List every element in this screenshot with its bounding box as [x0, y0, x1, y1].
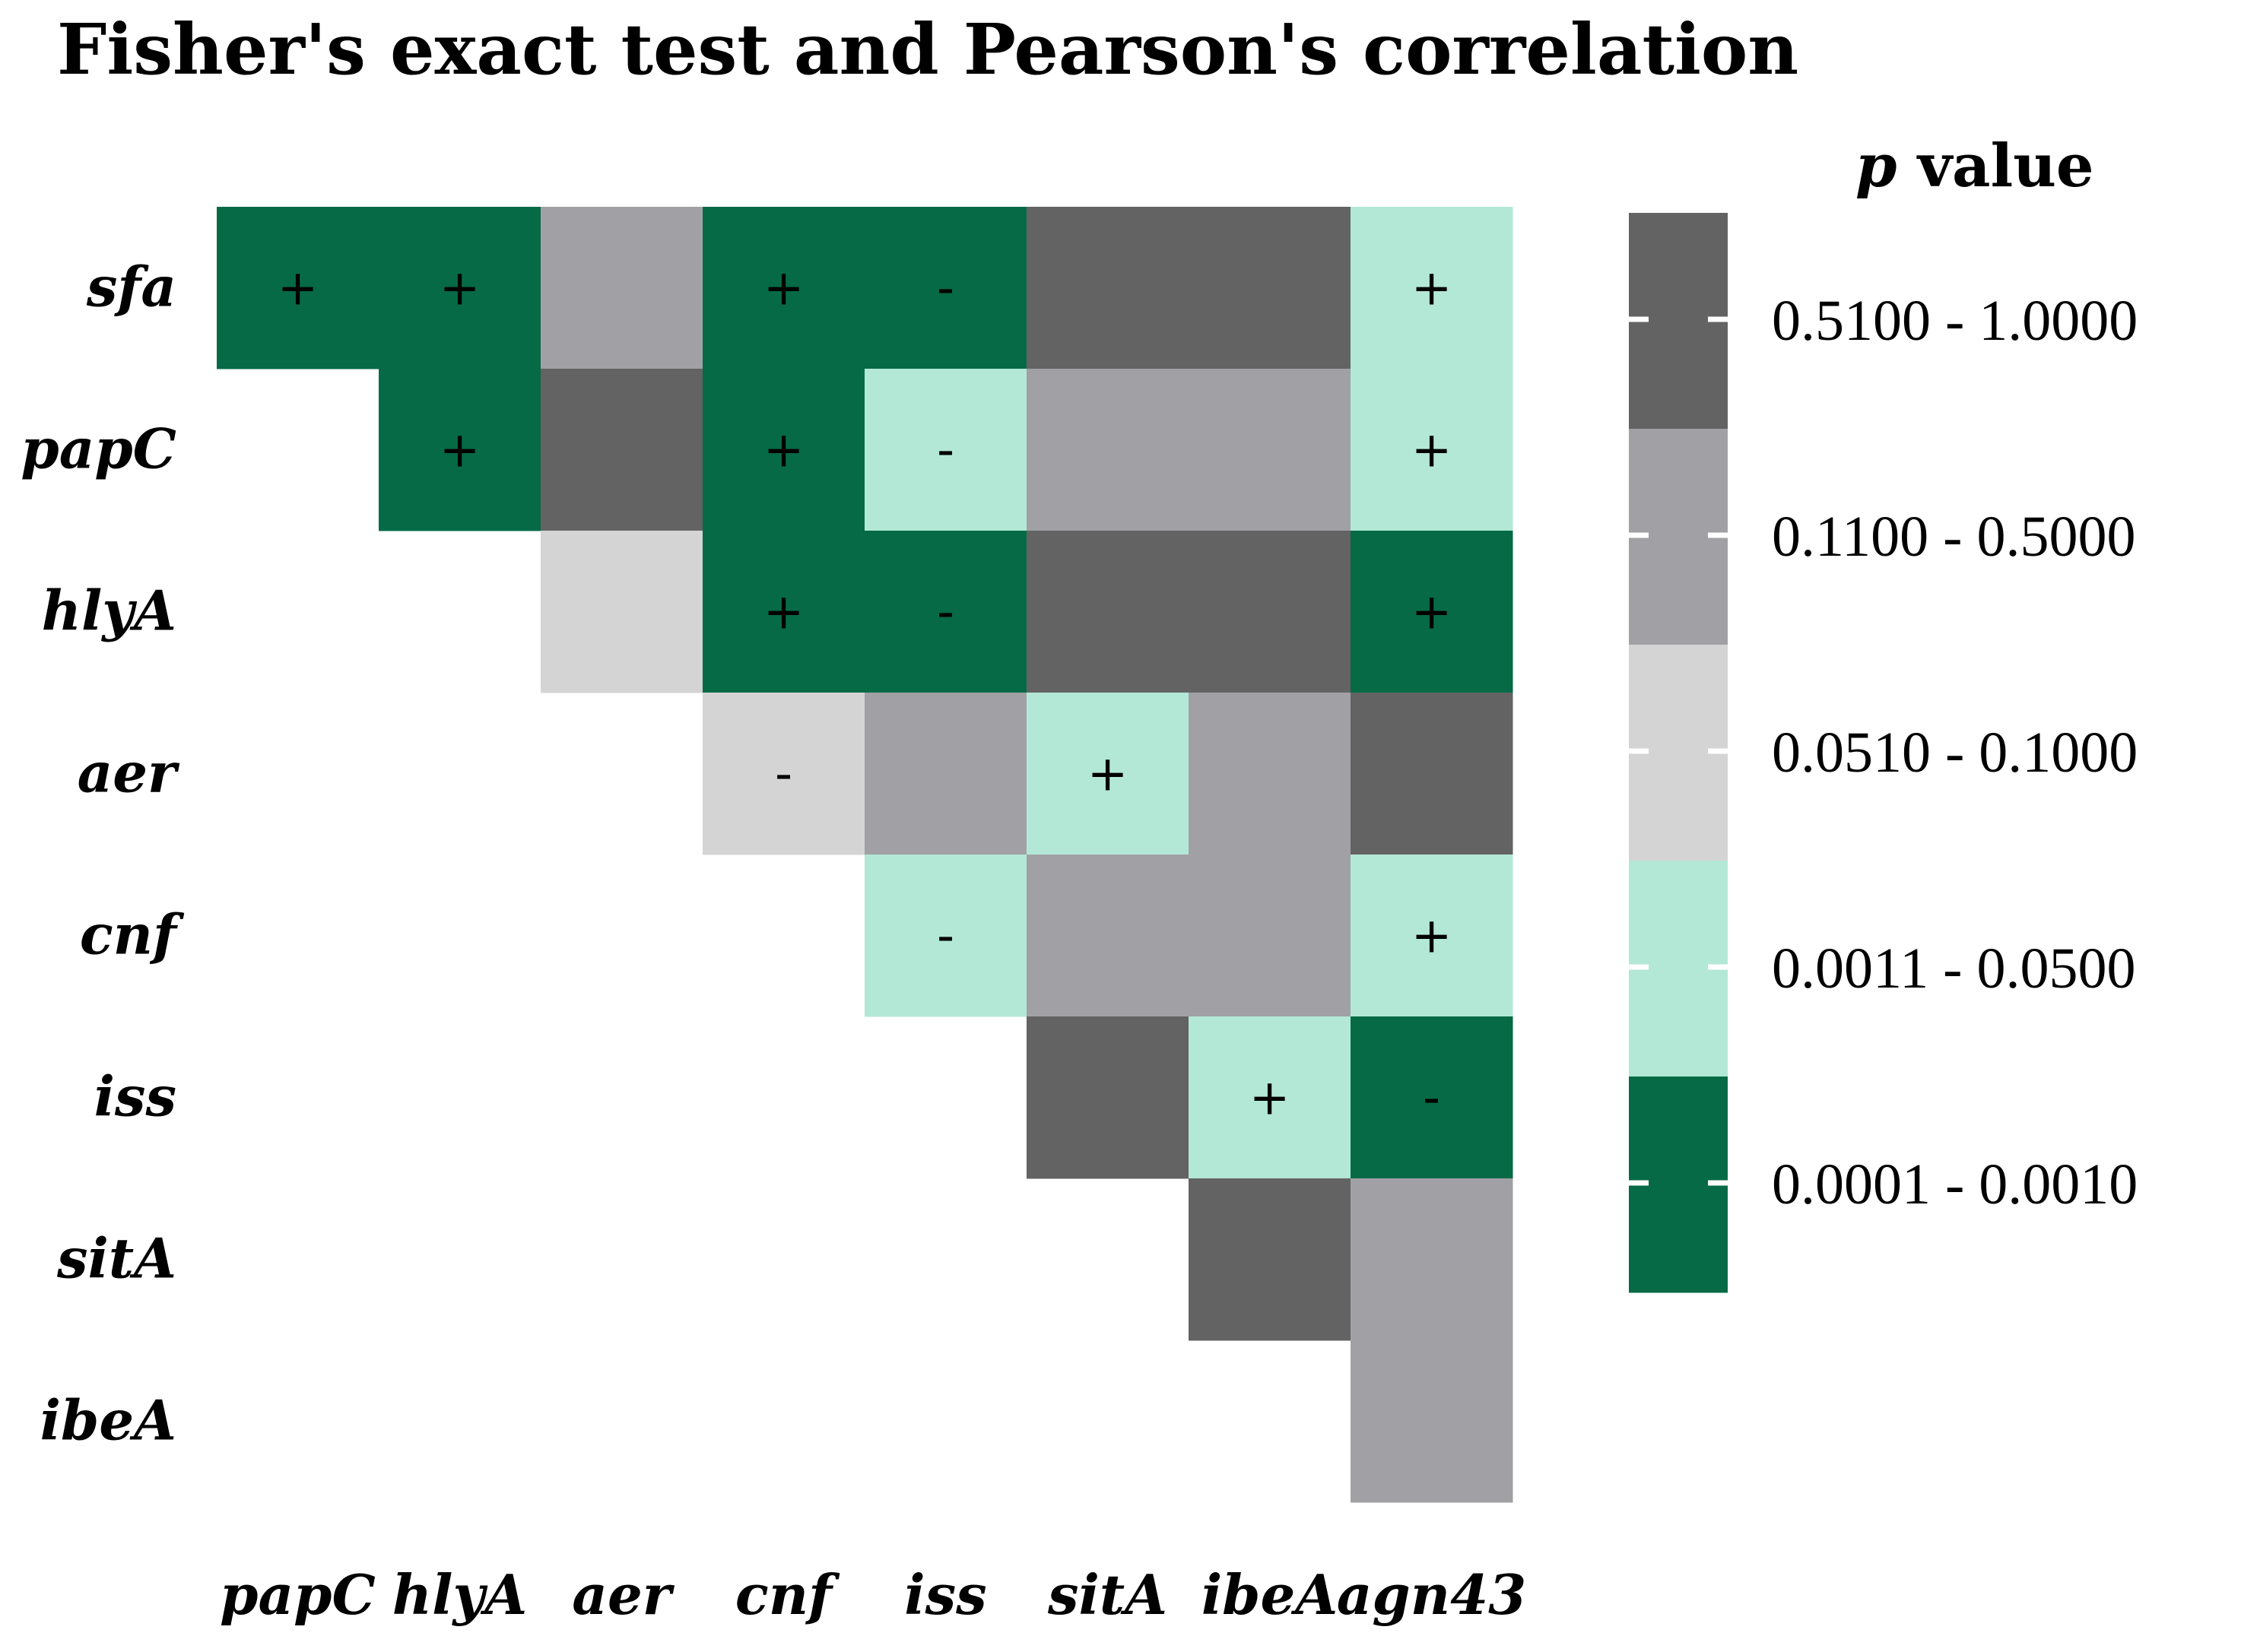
cell-sign-hlya-iss: - [937, 585, 954, 641]
column-label-iss: iss [904, 1562, 986, 1627]
heatmap-cell-papc-ibea [1189, 369, 1351, 531]
heatmap-cell-iss-agn43 [1351, 1016, 1513, 1179]
cell-sign-hlya-cnf: + [763, 585, 805, 641]
heatmap-cell-ibea-agn43 [1351, 1340, 1513, 1503]
heatmap-cell-papc-iss [865, 369, 1027, 531]
cell-sign-papc-agn43: + [1411, 423, 1452, 479]
legend-items: 0.5100 - 1.0000 0.1100 - 0.5000 0.0510 - 0… [1629, 213, 2138, 1293]
column-label-aer: aer [572, 1562, 675, 1627]
heatmap-cell-aer-cnf [703, 693, 865, 855]
heatmap-cell-sfa-aer [541, 207, 703, 369]
heatmap-cell-sfa-hlya [379, 207, 541, 369]
heatmap-cell-aer-ibea [1189, 693, 1351, 855]
heatmap-cell-sfa-cnf [703, 207, 865, 369]
column-label-ibea: ibeA [1201, 1562, 1338, 1627]
heatmap-cell-sfa-ibea [1189, 207, 1351, 369]
row-label-aer: aer [78, 740, 180, 805]
heatmap-cell-papc-agn43 [1351, 369, 1513, 531]
heatmap-cell-sita-agn43 [1351, 1178, 1513, 1341]
cell-sign-papc-cnf: + [763, 423, 805, 479]
row-label-papc: papC [21, 417, 176, 481]
cell-sign-hlya-agn43: + [1411, 585, 1452, 641]
column-label-sita: sitA [1047, 1562, 1167, 1627]
heatmap-cell-cnf-ibea [1189, 855, 1351, 1017]
chart-title: Fisher's exact test and Pearson's correl… [57, 8, 1798, 90]
heatmap-cell-hlya-aer [541, 531, 703, 693]
heatmap-cell-sfa-sita [1027, 207, 1189, 369]
cell-sign-iss-ibea: + [1249, 1070, 1290, 1127]
cell-sign-iss-agn43: - [1423, 1070, 1440, 1127]
column-label-hlya: hlyA [392, 1562, 527, 1627]
heatmap-cell-papc-hlya [379, 369, 541, 531]
cell-sign-cnf-iss: - [937, 908, 954, 965]
heatmap-cell-sfa-papc [217, 207, 379, 369]
heatmap-cell-aer-iss [865, 693, 1027, 855]
heatmap-cell-sfa-iss [865, 207, 1027, 369]
heatmap-cell-papc-aer [541, 369, 703, 531]
heatmap-cells: + + + - + + + - + + - + - + - + + - [217, 207, 1513, 1503]
heatmap-cell-sita-ibea [1189, 1178, 1351, 1341]
heatmap-cell-hlya-sita [1027, 531, 1189, 693]
heatmap-cell-aer-sita [1027, 693, 1189, 855]
cell-sign-sfa-hlya: + [440, 261, 481, 317]
legend-title-p: p [1855, 132, 1897, 201]
legend-label-3: 0.0510 - 0.1000 [1772, 721, 2138, 785]
legend-label-2: 0.1100 - 0.5000 [1772, 505, 2136, 569]
heatmap-cell-iss-sita [1027, 1016, 1189, 1179]
cell-sign-sfa-cnf: + [763, 261, 805, 317]
heatmap-cell-hlya-iss [865, 531, 1027, 693]
legend-label-5: 0.0001 - 0.0010 [1772, 1153, 2138, 1216]
heatmap-cell-iss-ibea [1189, 1016, 1351, 1179]
row-label-sita: sitA [56, 1226, 176, 1291]
row-label-sfa: sfa [86, 255, 176, 319]
heatmap-cell-cnf-iss [865, 855, 1027, 1017]
cell-sign-sfa-papc: + [278, 261, 319, 317]
legend-label-4: 0.0011 - 0.0500 [1772, 937, 2136, 1000]
cell-sign-papc-iss: - [937, 423, 954, 479]
column-label-papc: papC [220, 1562, 376, 1627]
row-label-cnf: cnf [80, 902, 185, 967]
heatmap-cell-hlya-agn43 [1351, 531, 1513, 693]
cell-sign-aer-sita: + [1087, 747, 1128, 803]
legend-label-1: 0.5100 - 1.0000 [1772, 289, 2138, 353]
cell-sign-sfa-agn43: + [1411, 261, 1452, 317]
row-label-hlya: hlyA [42, 579, 176, 643]
heatmap-cell-hlya-cnf [703, 531, 865, 693]
column-label-agn43: agn43 [1337, 1562, 1527, 1627]
cell-sign-papc-hlya: + [440, 423, 481, 479]
cell-sign-sfa-iss: - [937, 261, 954, 317]
column-label-cnf: cnf [735, 1562, 840, 1627]
cell-sign-aer-cnf: - [775, 747, 792, 803]
heatmap-cell-papc-cnf [703, 369, 865, 531]
heatmap-cell-cnf-sita [1027, 855, 1189, 1017]
legend-title: p value [1855, 132, 2094, 201]
cell-sign-cnf-agn43: + [1411, 908, 1452, 965]
row-labels: sfa papC hlyA aer cnf iss sitA ibeA [21, 255, 185, 1453]
heatmap-cell-papc-sita [1027, 369, 1189, 531]
row-label-ibea: ibeA [40, 1388, 176, 1453]
heatmap-cell-sfa-agn43 [1351, 207, 1513, 369]
heatmap-cell-aer-agn43 [1351, 693, 1513, 855]
heatmap-cell-cnf-agn43 [1351, 855, 1513, 1017]
legend-title-suffix: value [1897, 132, 2094, 201]
row-label-iss: iss [94, 1064, 176, 1129]
heatmap-cell-hlya-ibea [1189, 531, 1351, 693]
